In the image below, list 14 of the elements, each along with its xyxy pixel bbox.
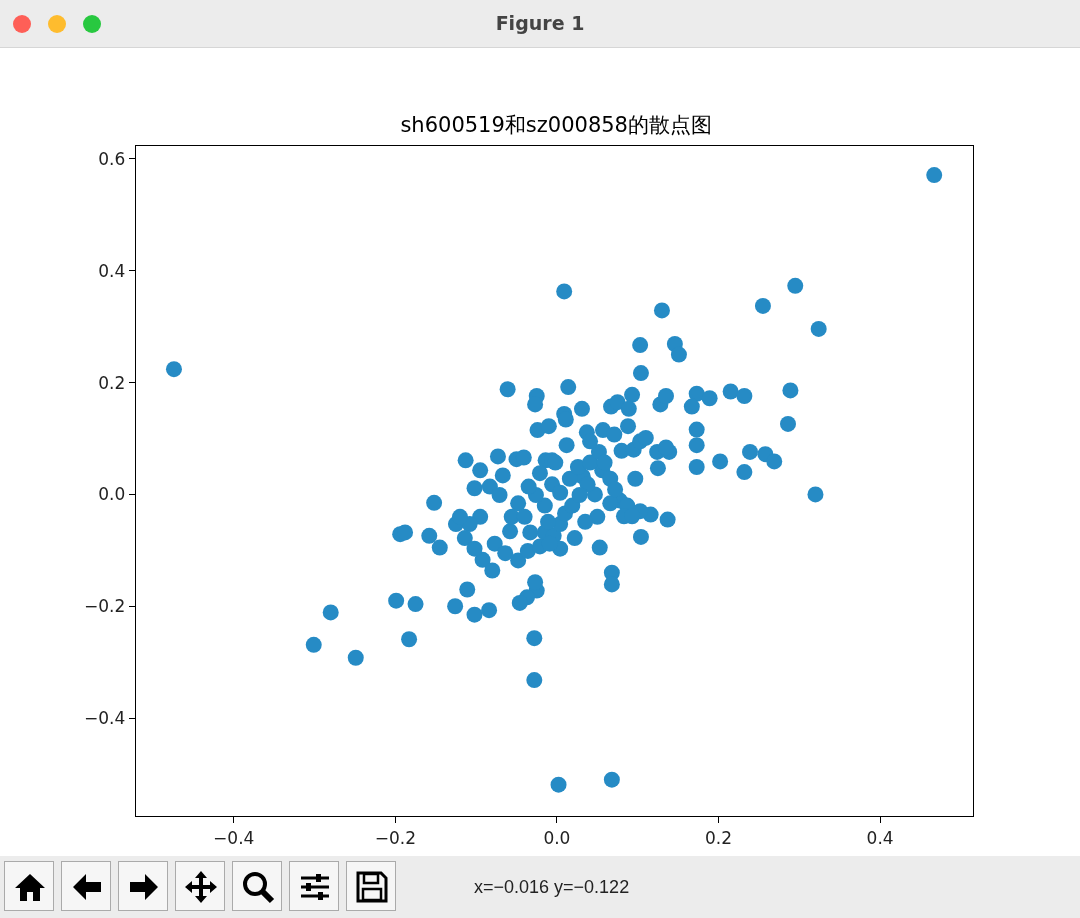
chart-title: sh600519和sz000858的散点图 [400,113,712,138]
text: x=−0.016 y=−0.122 [474,877,630,898]
y-tick-label: 0.4 [98,260,126,281]
y-tick-label: 0.0 [98,484,126,505]
y-tick-label: 0.6 [98,148,126,169]
y-tick-label: −0.2 [84,596,126,617]
x-tick-label: −0.4 [213,827,255,848]
x-tick-label: −0.2 [374,827,416,848]
x-tick-label: 0.0 [543,827,571,848]
x-tick-label: 0.2 [704,827,733,848]
caption: Figure 1 [494,12,586,34]
y-tick-label: 0.2 [98,372,126,393]
x-tick-label: 0.4 [866,827,894,848]
y-tick-label: −0.4 [84,708,126,729]
